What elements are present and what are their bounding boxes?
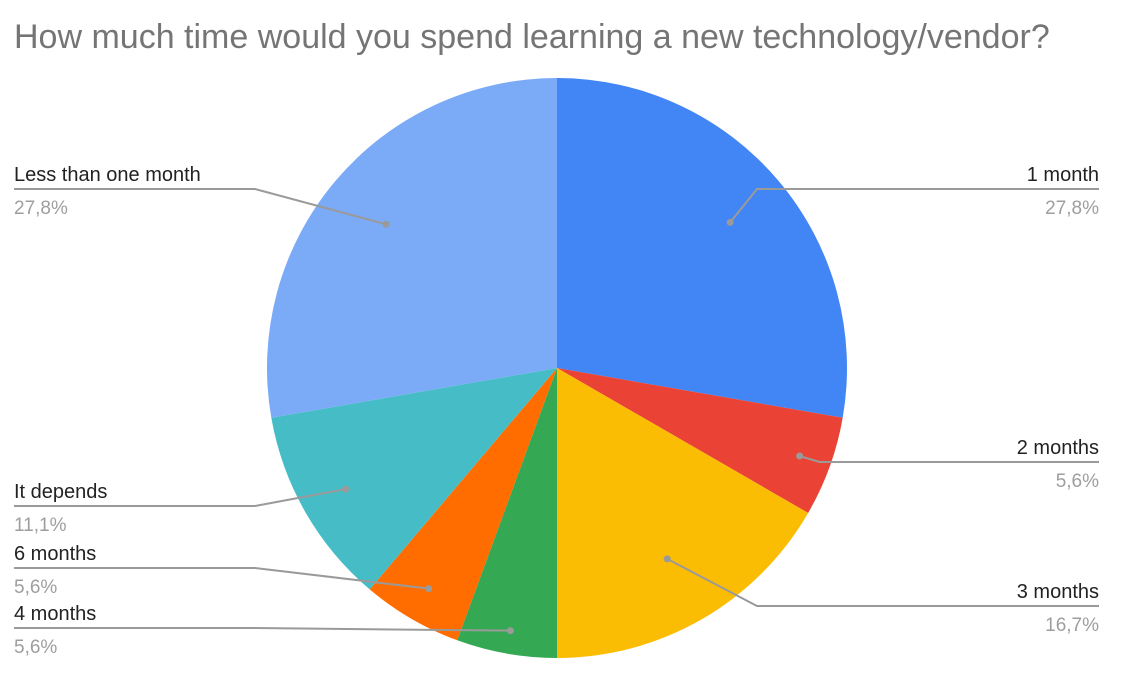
pie-slice-less-than-one-month (267, 78, 557, 418)
slice-category-label: 6 months (14, 543, 96, 565)
slice-percent-label: 5,6% (14, 577, 57, 598)
leader-dot (383, 221, 390, 228)
slice-category-label: It depends (14, 481, 107, 503)
slice-category-label: 1 month (1027, 164, 1099, 186)
leader-dot (664, 555, 671, 562)
leader-dot (425, 585, 432, 592)
slice-percent-label: 5,6% (1056, 471, 1099, 492)
leader-dot (507, 627, 514, 634)
slice-percent-label: 16,7% (1045, 615, 1099, 636)
leader-dot (727, 219, 734, 226)
chart-title: How much time would you spend learning a… (14, 18, 1050, 56)
slice-category-label: 4 months (14, 603, 96, 625)
slice-percent-label: 27,8% (1045, 198, 1099, 219)
slice-percent-label: 5,6% (14, 637, 57, 658)
slice-percent-label: 11,1% (14, 515, 67, 536)
slice-percent-label: 27,8% (14, 198, 68, 219)
pie-slices (267, 78, 847, 658)
slice-category-label: Less than one month (14, 164, 201, 186)
slice-category-label: 2 months (1017, 437, 1099, 459)
slice-category-label: 3 months (1017, 581, 1099, 603)
leader-dot (342, 486, 349, 493)
leader-dot (796, 453, 803, 460)
pie-slice-1-month (557, 78, 847, 418)
